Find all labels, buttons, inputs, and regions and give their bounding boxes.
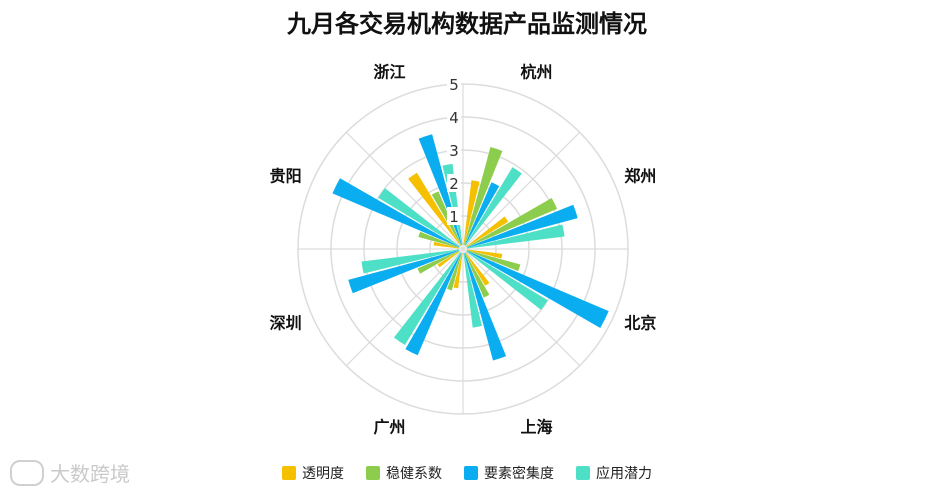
bar-郑州-透明度 [466, 216, 509, 247]
tick-label-bg [447, 75, 461, 93]
tick-label-bg [447, 207, 461, 225]
bar-广州-应用潜力 [393, 252, 461, 346]
bar-深圳-应用潜力 [361, 249, 460, 274]
watermark: 大数跨境 [10, 458, 130, 487]
tick-label: 3 [449, 142, 459, 160]
bar-北京-稳健系数 [466, 250, 521, 272]
tick-label: 2 [449, 175, 459, 193]
bar-深圳-稳健系数 [417, 250, 460, 274]
legend-swatch [576, 466, 590, 480]
category-label: 郑州 [624, 167, 656, 186]
tick-label: 1 [449, 208, 459, 226]
bar-贵阳-要素密集度 [332, 178, 460, 248]
bar-北京-要素密集度 [466, 250, 609, 329]
bar-北京-透明度 [466, 249, 503, 259]
tick-label-bg [447, 108, 461, 126]
bar-杭州-应用潜力 [465, 167, 522, 246]
polar-grid [297, 83, 629, 415]
category-label: 上海 [520, 417, 552, 436]
legend: 透明度 稳健系数 要素密集度 应用潜力 [0, 463, 934, 483]
polar-bars [332, 134, 609, 361]
legend-label: 要素密集度 [484, 466, 554, 482]
bar-浙江-稳健系数 [431, 191, 462, 246]
bar-上海-透明度 [465, 252, 490, 286]
legend-item[interactable]: 要素密集度 [464, 463, 554, 483]
category-label: 浙江 [374, 63, 406, 82]
bar-上海-要素密集度 [464, 252, 507, 361]
legend-item[interactable]: 应用潜力 [576, 463, 652, 483]
legend-item[interactable]: 透明度 [282, 463, 344, 483]
bar-郑州-稳健系数 [466, 197, 558, 248]
bar-上海-稳健系数 [464, 252, 490, 298]
bar-北京-应用潜力 [466, 251, 548, 310]
grid-spoke [462, 131, 581, 250]
bar-贵阳-透明度 [433, 241, 460, 249]
bar-郑州-应用潜力 [466, 224, 565, 249]
legend-swatch [464, 466, 478, 480]
tick-label-bg [447, 174, 461, 192]
legend-swatch [282, 466, 296, 480]
legend-swatch [366, 466, 380, 480]
grid-spoke [345, 131, 464, 250]
bar-浙江-透明度 [408, 172, 461, 246]
legend-item[interactable]: 稳健系数 [366, 463, 442, 483]
grid-spoke [345, 248, 464, 367]
bar-杭州-透明度 [463, 180, 480, 246]
bar-深圳-透明度 [437, 251, 460, 268]
bar-贵阳-稳健系数 [418, 231, 460, 248]
watermark-logo-icon [10, 459, 44, 486]
category-label: 深圳 [270, 313, 302, 332]
tick-label: 4 [449, 109, 459, 127]
category-label: 杭州 [520, 63, 552, 82]
bar-上海-应用潜力 [463, 252, 482, 328]
watermark-text: 大数跨境 [50, 462, 130, 486]
bar-杭州-稳健系数 [464, 147, 503, 246]
radial-ticks: 1 2 3 4 5 [447, 75, 461, 226]
legend-label: 稳健系数 [386, 466, 442, 482]
bar-广州-要素密集度 [405, 252, 462, 356]
legend-label: 透明度 [302, 466, 344, 482]
tick-label: 5 [449, 76, 459, 94]
bar-郑州-要素密集度 [466, 204, 578, 248]
category-label: 广州 [374, 417, 406, 436]
legend-label: 应用潜力 [596, 466, 652, 482]
bar-广州-稳健系数 [446, 252, 462, 291]
chart-title: 九月各交易机构数据产品监测情况 [287, 10, 647, 38]
bar-深圳-要素密集度 [348, 250, 460, 294]
category-label: 贵阳 [270, 167, 302, 186]
category-label: 北京 [624, 313, 656, 332]
bar-广州-透明度 [453, 252, 463, 289]
grid-spoke [462, 248, 581, 367]
tick-label-bg [447, 141, 461, 159]
bar-贵阳-应用潜力 [378, 188, 460, 247]
bar-杭州-要素密集度 [464, 182, 500, 246]
